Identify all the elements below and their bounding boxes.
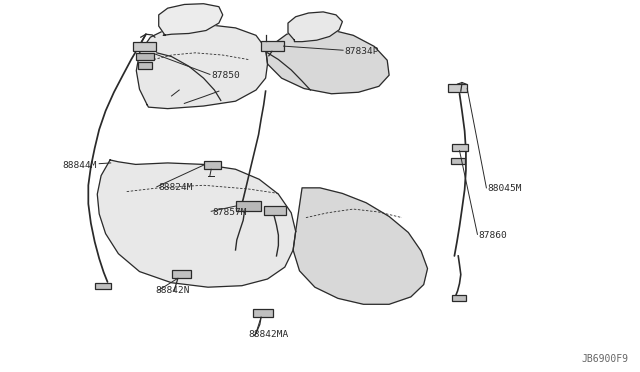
Text: 88824M: 88824M bbox=[159, 183, 193, 192]
FancyBboxPatch shape bbox=[261, 41, 284, 51]
Text: 88842N: 88842N bbox=[156, 286, 190, 295]
Polygon shape bbox=[266, 29, 389, 94]
FancyBboxPatch shape bbox=[204, 161, 221, 169]
FancyBboxPatch shape bbox=[95, 283, 111, 289]
Text: 87834P: 87834P bbox=[344, 47, 379, 56]
FancyBboxPatch shape bbox=[138, 62, 152, 69]
Text: 88045M: 88045M bbox=[488, 184, 522, 193]
FancyBboxPatch shape bbox=[448, 84, 467, 92]
FancyBboxPatch shape bbox=[451, 158, 465, 164]
Text: JB6900F9: JB6900F9 bbox=[582, 354, 628, 364]
FancyBboxPatch shape bbox=[172, 270, 191, 278]
Text: 87857M: 87857M bbox=[212, 208, 247, 217]
Polygon shape bbox=[97, 160, 296, 287]
FancyBboxPatch shape bbox=[133, 42, 156, 51]
FancyBboxPatch shape bbox=[452, 144, 468, 151]
Polygon shape bbox=[288, 12, 342, 42]
Text: 87850: 87850 bbox=[211, 71, 240, 80]
Text: 88842MA: 88842MA bbox=[248, 330, 289, 339]
FancyBboxPatch shape bbox=[136, 53, 154, 60]
Polygon shape bbox=[159, 4, 223, 35]
Text: 88844M: 88844M bbox=[63, 161, 97, 170]
FancyBboxPatch shape bbox=[264, 206, 286, 215]
FancyBboxPatch shape bbox=[452, 295, 466, 301]
FancyBboxPatch shape bbox=[236, 201, 261, 211]
FancyBboxPatch shape bbox=[253, 309, 273, 317]
Text: 87860: 87860 bbox=[479, 231, 508, 240]
Polygon shape bbox=[136, 24, 268, 109]
Polygon shape bbox=[293, 188, 428, 304]
